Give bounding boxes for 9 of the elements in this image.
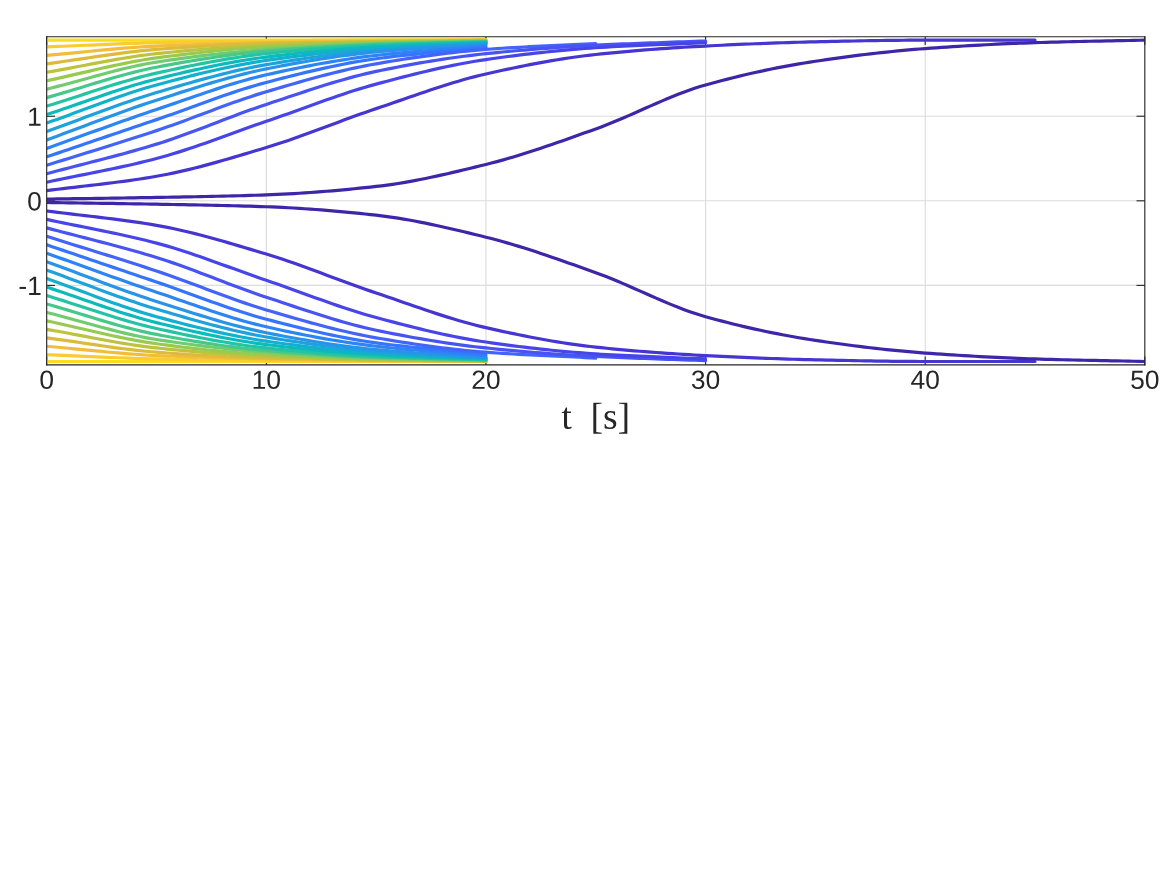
x-tick-label: 50 [1131, 370, 1159, 390]
x-axis-title: t [s] [561, 402, 628, 434]
y-tick-label: 0 [28, 191, 41, 211]
x-tick-label: 30 [691, 370, 720, 390]
y-tick-label: 1 [29, 107, 41, 126]
x-tick-label: 20 [472, 370, 500, 390]
x-tick-label: 10 [253, 370, 280, 390]
x-tick-label: 40 [911, 370, 939, 390]
y-tick-label: -1 [19, 276, 41, 295]
